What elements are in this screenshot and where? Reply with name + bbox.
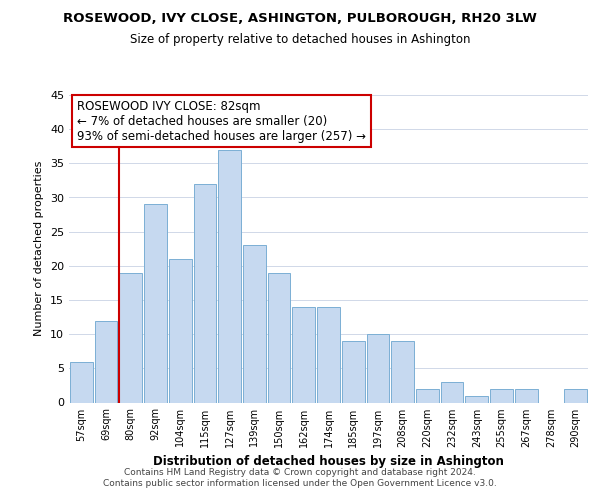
Bar <box>441 382 463 402</box>
Bar <box>70 362 93 403</box>
Bar <box>416 389 439 402</box>
Bar <box>194 184 216 402</box>
Bar <box>119 272 142 402</box>
Bar <box>490 389 513 402</box>
Bar <box>317 307 340 402</box>
Y-axis label: Number of detached properties: Number of detached properties <box>34 161 44 336</box>
Bar <box>268 272 290 402</box>
Bar <box>342 341 365 402</box>
Bar <box>144 204 167 402</box>
X-axis label: Distribution of detached houses by size in Ashington: Distribution of detached houses by size … <box>153 455 504 468</box>
Bar <box>292 307 315 402</box>
Bar <box>391 341 414 402</box>
Bar <box>169 259 191 402</box>
Bar <box>243 246 266 402</box>
Bar <box>367 334 389 402</box>
Bar <box>564 389 587 402</box>
Bar <box>466 396 488 402</box>
Text: Size of property relative to detached houses in Ashington: Size of property relative to detached ho… <box>130 32 470 46</box>
Bar <box>218 150 241 402</box>
Text: Contains HM Land Registry data © Crown copyright and database right 2024.
Contai: Contains HM Land Registry data © Crown c… <box>103 468 497 487</box>
Text: ROSEWOOD IVY CLOSE: 82sqm
← 7% of detached houses are smaller (20)
93% of semi-d: ROSEWOOD IVY CLOSE: 82sqm ← 7% of detach… <box>77 100 366 142</box>
Text: ROSEWOOD, IVY CLOSE, ASHINGTON, PULBOROUGH, RH20 3LW: ROSEWOOD, IVY CLOSE, ASHINGTON, PULBOROU… <box>63 12 537 26</box>
Bar <box>515 389 538 402</box>
Bar <box>95 320 118 402</box>
